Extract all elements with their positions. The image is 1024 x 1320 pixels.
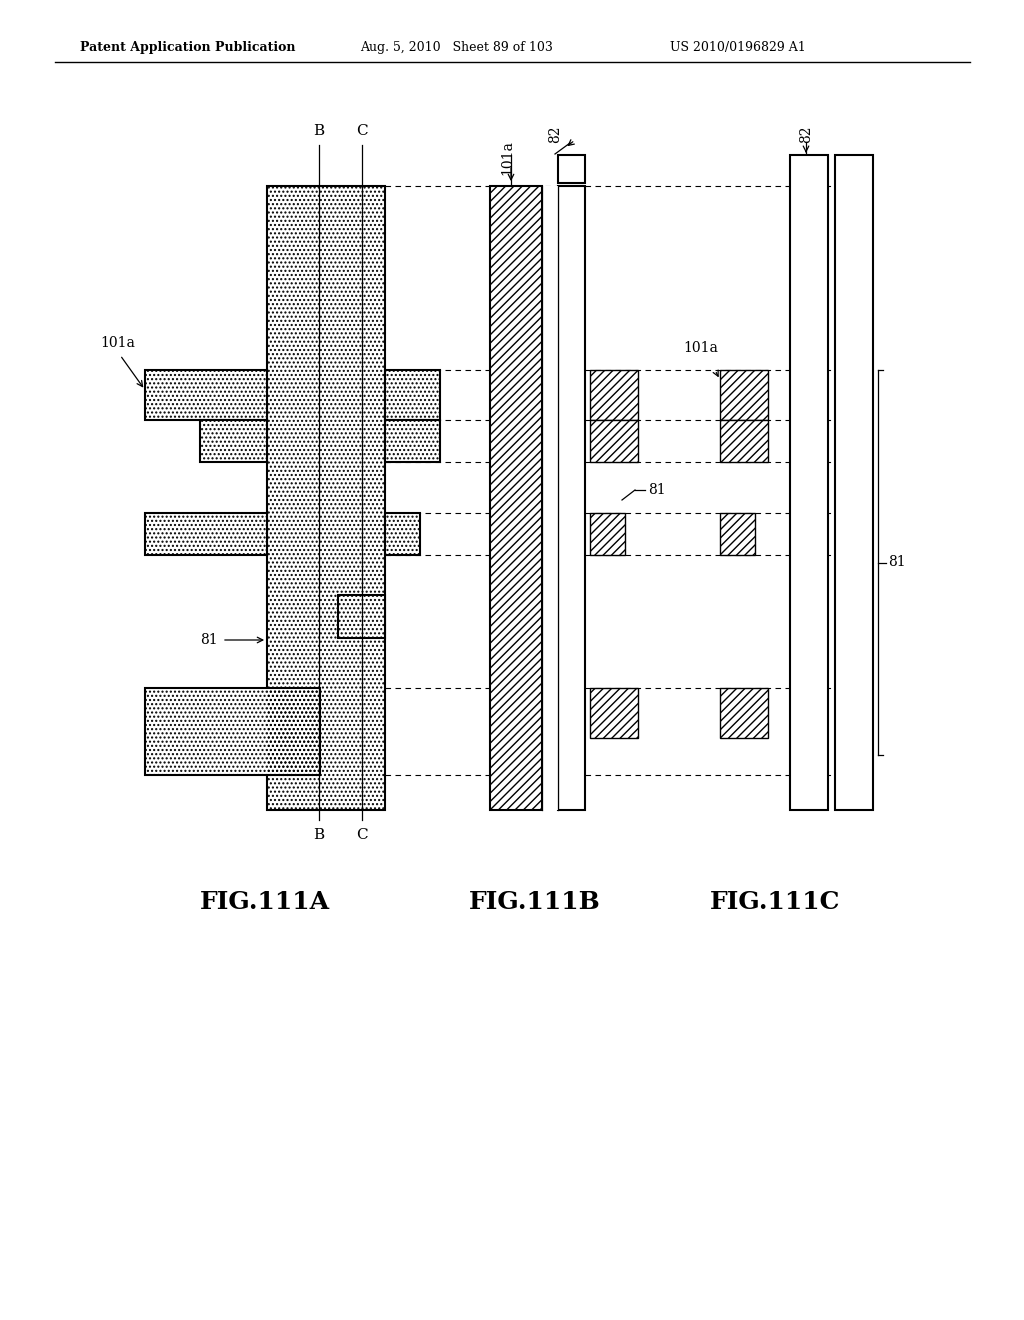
Text: 101a: 101a bbox=[500, 140, 514, 176]
Bar bbox=[200, 420, 267, 462]
Bar bbox=[385, 370, 440, 420]
Bar bbox=[720, 420, 768, 462]
Bar bbox=[490, 186, 542, 810]
Text: 81: 81 bbox=[201, 634, 218, 647]
Bar bbox=[338, 595, 385, 638]
Bar bbox=[558, 154, 585, 183]
Text: Aug. 5, 2010   Sheet 89 of 103: Aug. 5, 2010 Sheet 89 of 103 bbox=[360, 41, 553, 54]
Bar bbox=[490, 186, 542, 810]
Bar bbox=[385, 370, 440, 420]
Text: 82: 82 bbox=[799, 125, 813, 143]
Text: B: B bbox=[313, 124, 325, 139]
Bar bbox=[542, 186, 558, 810]
Bar bbox=[590, 688, 638, 738]
Text: 101a: 101a bbox=[100, 337, 135, 350]
Text: B: B bbox=[313, 828, 325, 842]
Text: US 2010/0196829 A1: US 2010/0196829 A1 bbox=[670, 41, 806, 54]
Bar bbox=[145, 688, 319, 775]
Bar bbox=[590, 420, 638, 462]
Bar bbox=[145, 688, 319, 775]
Bar bbox=[145, 513, 267, 554]
Bar bbox=[385, 420, 440, 462]
Bar bbox=[145, 370, 267, 420]
Bar bbox=[590, 513, 625, 554]
Bar bbox=[200, 420, 267, 462]
Bar bbox=[590, 420, 638, 462]
Text: Patent Application Publication: Patent Application Publication bbox=[80, 41, 296, 54]
Text: 81: 81 bbox=[888, 556, 905, 569]
Text: 101a: 101a bbox=[683, 341, 718, 355]
Bar bbox=[720, 513, 755, 554]
Bar bbox=[267, 186, 385, 810]
Bar bbox=[385, 513, 420, 554]
Bar bbox=[590, 688, 638, 738]
Bar bbox=[720, 420, 768, 462]
Bar bbox=[590, 370, 638, 420]
Bar bbox=[720, 370, 768, 420]
Bar bbox=[145, 513, 267, 554]
Bar bbox=[720, 513, 755, 554]
Bar bbox=[590, 370, 638, 420]
Bar bbox=[720, 688, 768, 738]
Bar bbox=[835, 154, 873, 810]
Bar bbox=[720, 688, 768, 738]
Bar bbox=[590, 513, 625, 554]
Text: FIG.111B: FIG.111B bbox=[469, 890, 601, 913]
Bar bbox=[385, 420, 440, 462]
Bar bbox=[338, 595, 385, 638]
Text: FIG.111A: FIG.111A bbox=[200, 890, 330, 913]
Bar bbox=[145, 370, 267, 420]
Text: 82: 82 bbox=[548, 125, 562, 143]
Text: C: C bbox=[356, 828, 368, 842]
Bar bbox=[385, 513, 420, 554]
Bar bbox=[790, 154, 828, 810]
Bar bbox=[720, 370, 768, 420]
Text: FIG.111C: FIG.111C bbox=[710, 890, 841, 913]
Text: C: C bbox=[356, 124, 368, 139]
Bar bbox=[267, 186, 385, 810]
Text: 81: 81 bbox=[648, 483, 666, 498]
Bar bbox=[558, 186, 585, 810]
